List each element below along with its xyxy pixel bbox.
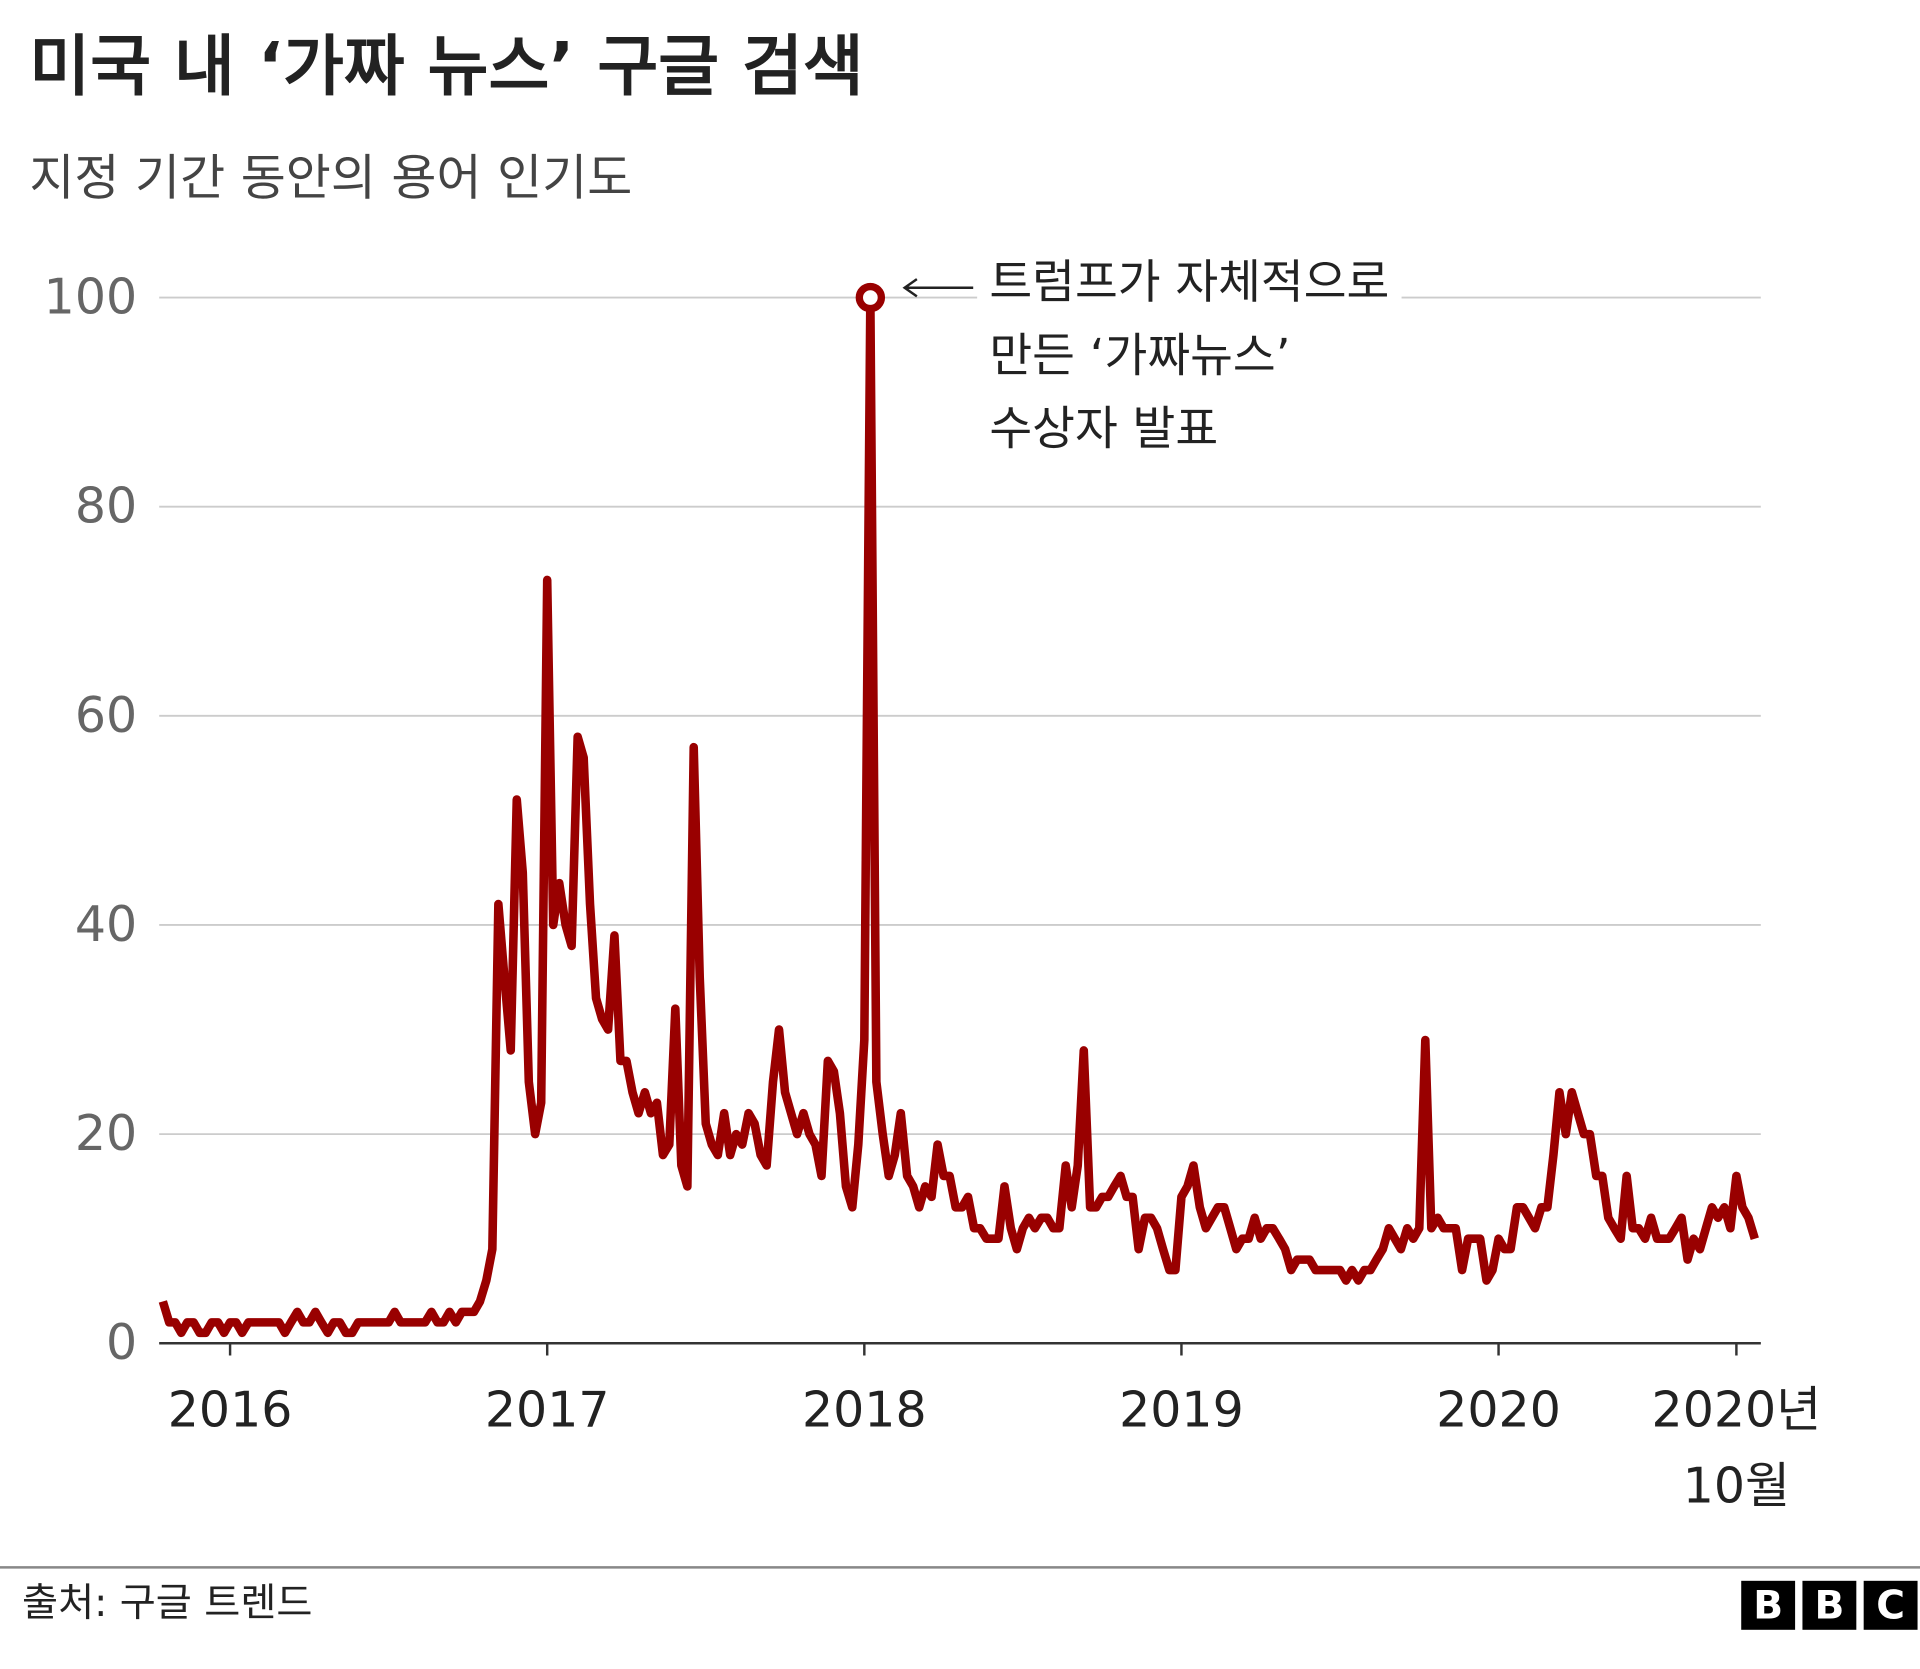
y-tick-label: 100 — [44, 269, 137, 326]
x-tick-label: 2020 — [1436, 1382, 1561, 1439]
annotation-arrowhead — [902, 278, 918, 298]
chart-title: 미국 내 ‘가짜 뉴스’ 구글 검색 — [29, 28, 863, 105]
chart-subtitle: 지정 기간 동안의 용어 인기도 — [29, 150, 632, 207]
logo-box — [1802, 1580, 1857, 1630]
x-tick-label: 2016 — [168, 1382, 293, 1439]
x-tick-label: 2020년 — [1652, 1382, 1822, 1439]
logo-letter: C — [1876, 1583, 1905, 1628]
annotation: 트럼프가 자체적으로 — [989, 255, 1389, 309]
annotation-bg — [977, 254, 1402, 309]
x-tick-label: 2017 — [485, 1382, 610, 1439]
y-tick-label: 80 — [75, 478, 137, 535]
y-tick-label: 20 — [75, 1105, 137, 1162]
y-tick-label: 0 — [106, 1314, 137, 1371]
logo-letter: B — [1814, 1583, 1844, 1628]
x-tick-label: 2018 — [802, 1382, 927, 1439]
x-tick-label: 10월 — [1683, 1457, 1790, 1514]
peak-marker — [855, 282, 886, 313]
annotation: 만든 ‘가짜뉴스’ — [989, 328, 1290, 382]
data-line — [158, 293, 1759, 1338]
logo-box — [1863, 1580, 1918, 1630]
logo-letter: B — [1753, 1583, 1783, 1628]
source: 출처: 구글 트렌드 — [22, 1581, 312, 1626]
y-tick-label: 60 — [75, 687, 137, 744]
x-tick-label: 2019 — [1119, 1382, 1244, 1439]
y-tick-label: 40 — [75, 896, 137, 953]
logo-box — [1741, 1580, 1796, 1630]
annotation: 수상자 발표 — [989, 402, 1218, 456]
